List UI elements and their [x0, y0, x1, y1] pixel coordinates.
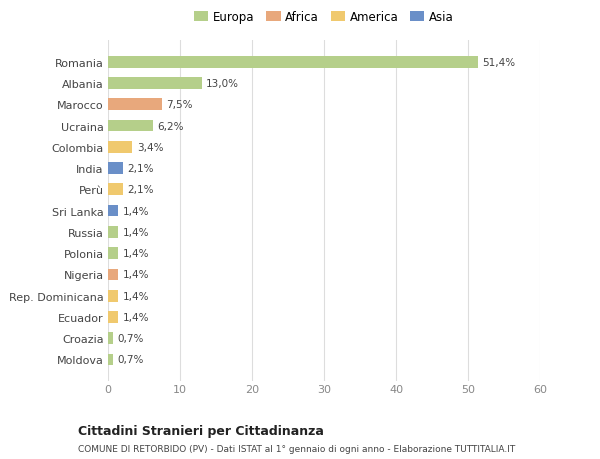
Text: 2,1%: 2,1%: [127, 185, 154, 195]
Text: 0,7%: 0,7%: [118, 334, 144, 343]
Bar: [108, 311, 118, 323]
Bar: [108, 205, 118, 217]
Text: 1,4%: 1,4%: [122, 291, 149, 301]
Bar: [108, 78, 202, 90]
Bar: [108, 248, 118, 259]
Bar: [108, 333, 113, 344]
Legend: Europa, Africa, America, Asia: Europa, Africa, America, Asia: [190, 6, 458, 29]
Text: 1,4%: 1,4%: [122, 206, 149, 216]
Bar: [108, 142, 133, 153]
Text: 2,1%: 2,1%: [127, 164, 154, 174]
Text: 7,5%: 7,5%: [166, 100, 193, 110]
Text: 1,4%: 1,4%: [122, 312, 149, 322]
Bar: [108, 99, 162, 111]
Text: 13,0%: 13,0%: [206, 79, 239, 89]
Text: 3,4%: 3,4%: [137, 142, 163, 152]
Bar: [108, 269, 118, 280]
Text: 1,4%: 1,4%: [122, 270, 149, 280]
Bar: [108, 184, 123, 196]
Text: 0,7%: 0,7%: [118, 355, 144, 365]
Text: 1,4%: 1,4%: [122, 227, 149, 237]
Text: 1,4%: 1,4%: [122, 249, 149, 258]
Bar: [108, 163, 123, 174]
Text: Cittadini Stranieri per Cittadinanza: Cittadini Stranieri per Cittadinanza: [78, 425, 324, 437]
Text: 6,2%: 6,2%: [157, 121, 184, 131]
Bar: [108, 120, 152, 132]
Bar: [108, 290, 118, 302]
Bar: [108, 227, 118, 238]
Text: 51,4%: 51,4%: [482, 57, 515, 67]
Text: COMUNE DI RETORBIDO (PV) - Dati ISTAT al 1° gennaio di ogni anno - Elaborazione : COMUNE DI RETORBIDO (PV) - Dati ISTAT al…: [78, 444, 515, 453]
Bar: [108, 354, 113, 365]
Bar: [108, 57, 478, 68]
